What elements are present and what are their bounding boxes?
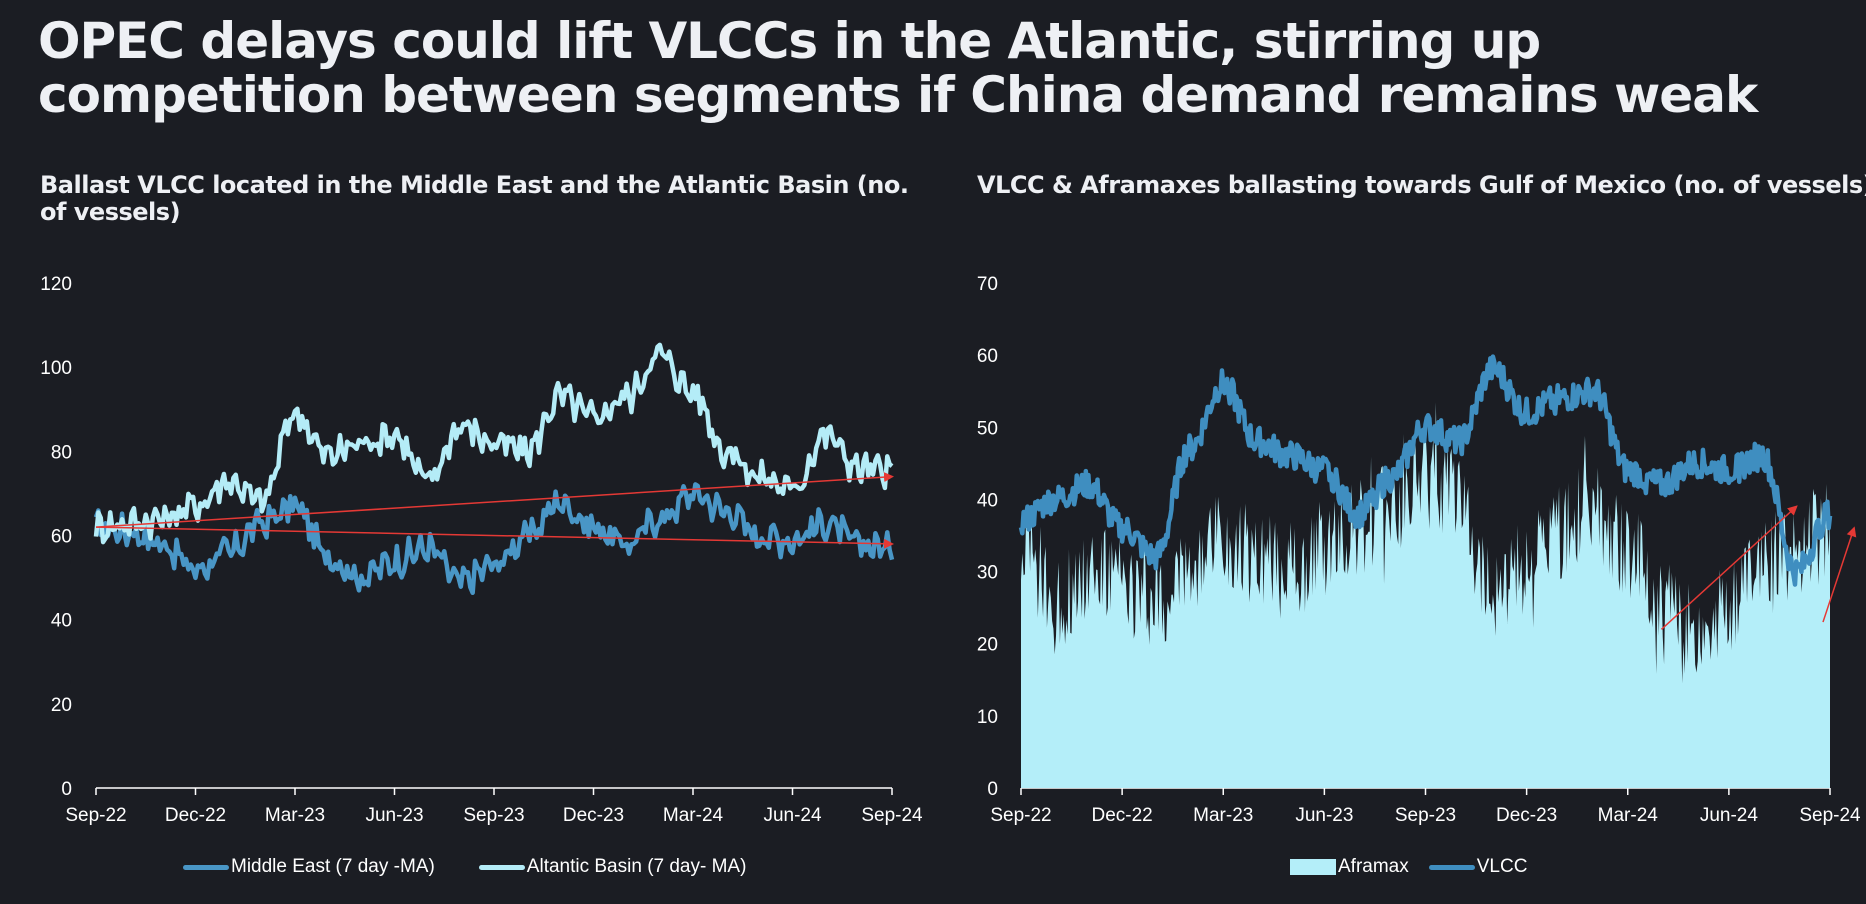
right-y-tick-label: 50 [977,418,998,439]
left-chart-title: Ballast VLCC located in the Middle East … [40,171,909,226]
atlantic-trend-arrow [95,472,894,528]
left-x-tick-label: Sep-22 [65,805,126,826]
left-x-tick-label: Dec-23 [563,805,624,826]
legend-swatch-atlantic [478,864,525,870]
right-legend: Aframax VLCC [1290,856,1571,878]
right-x-tick-label: Jun-23 [1295,805,1353,826]
left-x-tick-label: Dec-22 [165,805,226,826]
right-y-tick-label: 70 [977,274,998,295]
left-legend: Middle East (7 day -MA) Altantic Basin (… [183,856,790,878]
left-chart: 0 20 40 60 80 100 120 Sep-22 Dec-22 Mar-23 Jun-23 S… [40,274,923,826]
right-y-tick-label: 40 [977,490,998,511]
legend-item-atlantic: Altantic Basin (7 day- MA) [478,856,747,878]
left-y-tick-label: 100 [40,358,72,379]
right-x-tick-label: Sep-22 [990,805,1051,826]
left-y-tick-label: 20 [51,695,72,716]
legend-item-vlcc: VLCC [1428,856,1528,878]
left-x-tick-label: Jun-23 [365,805,423,826]
left-x-tick-label: Sep-24 [861,805,923,826]
left-x-tick-label: Mar-23 [265,805,325,826]
middle-east-trend-arrow [95,526,894,549]
right-y-tick-label: 60 [977,346,998,367]
vlcc-line [1018,354,1833,587]
right-x-tick-label: Dec-22 [1092,805,1153,826]
right-y-tick-label: 0 [987,779,998,800]
left-y-tick-label: 80 [51,442,72,463]
right-y-tick-label: 20 [977,635,998,656]
right-x-tick-label: Jun-24 [1700,805,1759,826]
right-y-tick-label: 30 [977,563,998,584]
left-x-tick-label: Sep-23 [463,805,524,826]
legend-label-aframax: Aframax [1338,856,1409,877]
right-edge-arrow [1822,526,1857,623]
right-x-tick-label: Sep-23 [1395,805,1456,826]
legend-swatch-aframax [1290,859,1336,875]
legend-label-vlcc: VLCC [1476,856,1528,877]
middle-east-line [93,482,895,596]
left-y-tick-label: 40 [51,611,72,632]
right-chart-title: VLCC & Aframaxes ballasting towards Gulf… [977,171,1866,199]
legend-item-aframax: Aframax [1290,856,1409,878]
aframax-recovery-arrow [1660,505,1798,630]
right-y-tick-label: 10 [977,707,998,728]
legend-swatch-vlcc [1428,864,1475,870]
left-y-tick-label: 60 [51,527,72,548]
left-x-tick-label: Jun-24 [763,805,822,826]
page-title: OPEC delays could lift VLCCs in the Atla… [38,12,1758,124]
right-x-tick-label: Mar-23 [1193,805,1253,826]
right-x-tick-label: Dec-23 [1496,805,1557,826]
right-x-tick-label: Mar-24 [1598,805,1659,826]
legend-item-middle-east: Middle East (7 day -MA) [183,856,435,878]
left-x-tick-label: Mar-24 [663,805,724,826]
aframax-area [1021,402,1830,788]
legend-label-atlantic: Altantic Basin (7 day- MA) [526,856,747,877]
legend-swatch-middle-east [183,864,229,870]
atlantic-basin-line [93,342,894,545]
left-y-tick-label: 0 [61,779,72,800]
legend-label-middle-east: Middle East (7 day -MA) [231,856,435,877]
right-x-tick-label: Sep-24 [1799,805,1861,826]
left-y-tick-label: 120 [40,274,72,295]
